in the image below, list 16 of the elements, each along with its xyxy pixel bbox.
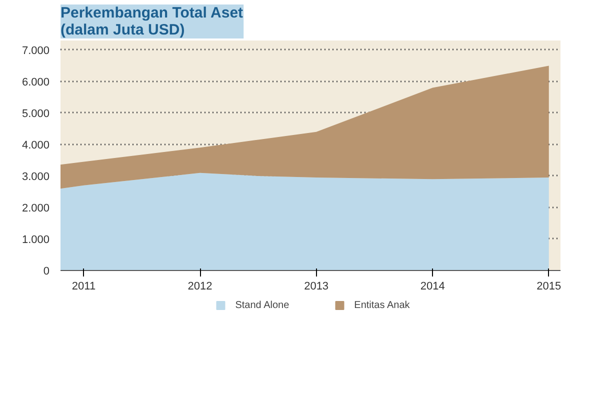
y-tick-label: 1.000: [22, 234, 50, 246]
y-tick-label: 3.000: [22, 170, 50, 183]
y-tick-label: 2.000: [22, 202, 50, 214]
legend-label: Entitas Anak: [354, 300, 410, 310]
y-tick-label: 0: [43, 266, 50, 278]
x-tick-label: 2011: [72, 280, 96, 292]
x-tick-label: 2012: [188, 280, 212, 292]
legend-label: Stand Alone: [235, 300, 290, 310]
y-tick-label: 7.000: [22, 44, 50, 57]
y-tick-label: 5.000: [22, 108, 50, 120]
chart-title: Perkembangan Total Aset (dalam Juta USD): [60, 4, 244, 38]
x-tick-label: 2013: [304, 280, 329, 292]
y-tick-label: 6.000: [22, 76, 50, 88]
x-tick-label: 2014: [420, 280, 445, 292]
x-tick-label: 2015: [536, 280, 562, 292]
y-tick-label: 4.000: [22, 139, 50, 152]
